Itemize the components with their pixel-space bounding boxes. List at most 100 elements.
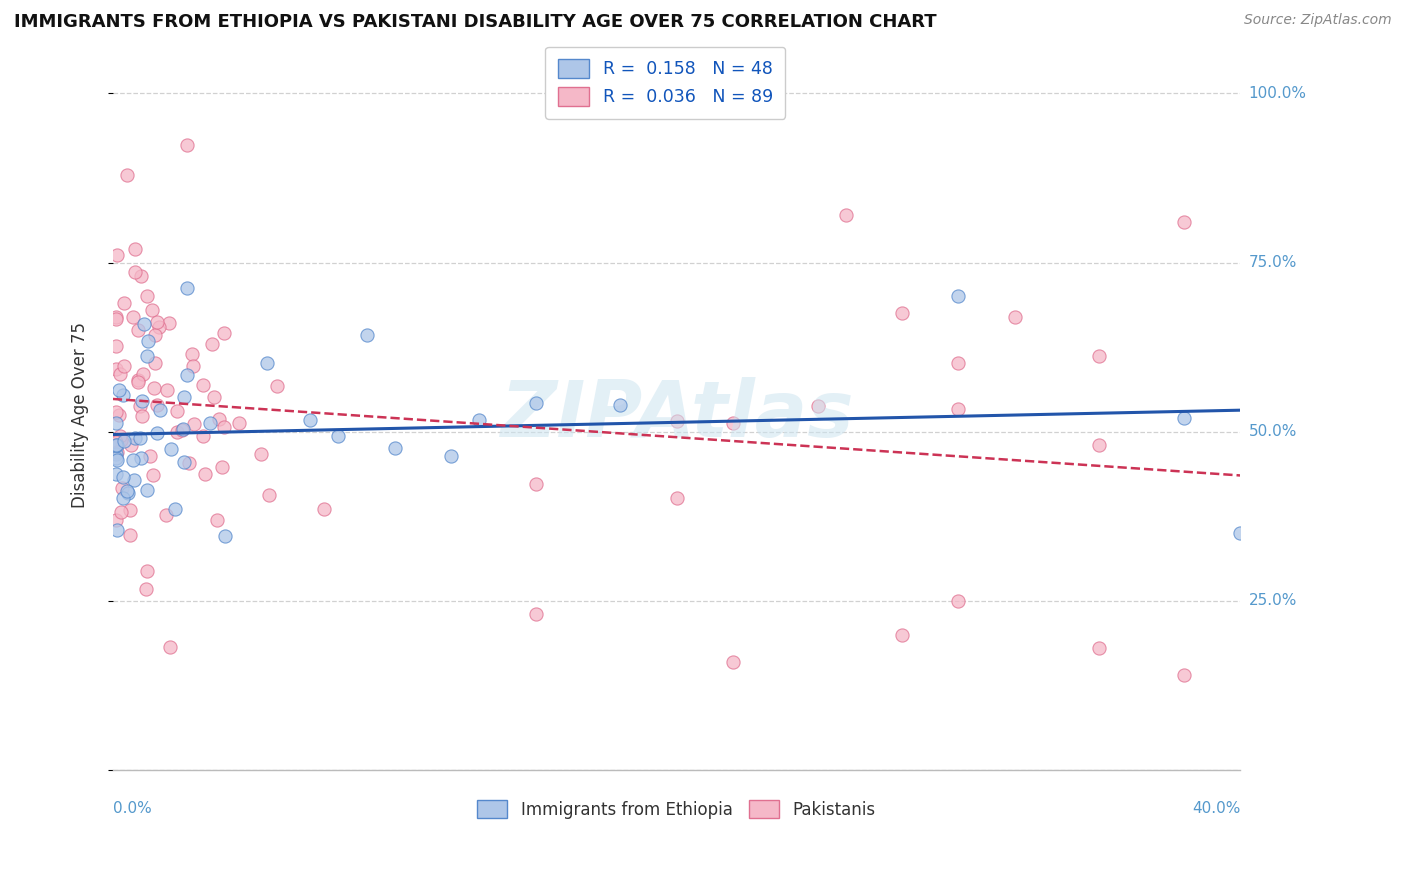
Point [194, 467, 217, 481]
Point [136, 564, 159, 578]
Point [136, 334, 159, 348]
Point [104, 362, 127, 376]
Point [129, 431, 152, 445]
Point [124, 242, 146, 256]
Text: 40.0%: 40.0% [1192, 800, 1240, 815]
Point [105, 524, 128, 538]
Point [142, 381, 165, 395]
Point [131, 393, 153, 408]
Point [111, 491, 134, 505]
Point [112, 434, 135, 449]
Point [124, 430, 146, 444]
Point [948, 594, 970, 608]
Point [1173, 668, 1195, 682]
Point [1004, 310, 1026, 324]
Point [212, 419, 235, 434]
Point [1173, 411, 1195, 425]
Point [163, 502, 186, 516]
Point [122, 452, 145, 467]
Point [104, 467, 127, 482]
Point [135, 349, 157, 363]
Point [176, 368, 198, 383]
Point [200, 336, 222, 351]
Point [104, 311, 127, 326]
Point [228, 416, 250, 430]
Point [146, 315, 169, 329]
Point [806, 399, 828, 413]
Point [105, 453, 128, 467]
Point [111, 469, 134, 483]
Point [127, 323, 149, 337]
Point [135, 289, 157, 303]
Point [609, 398, 631, 412]
Point [173, 455, 195, 469]
Point [127, 373, 149, 387]
Text: 100.0%: 100.0% [1249, 86, 1306, 101]
Text: 75.0%: 75.0% [1249, 255, 1296, 270]
Point [191, 378, 214, 392]
Point [134, 318, 156, 332]
Point [468, 413, 491, 427]
Point [384, 441, 406, 455]
Point [121, 310, 143, 324]
Point [105, 438, 128, 452]
Point [141, 302, 163, 317]
Point [440, 449, 463, 463]
Point [135, 582, 157, 596]
Point [117, 484, 139, 499]
Point [104, 451, 127, 466]
Point [142, 468, 165, 483]
Point [266, 379, 288, 393]
Point [834, 208, 856, 222]
Point [891, 628, 914, 642]
Point [249, 447, 271, 461]
Point [202, 390, 225, 404]
Text: ZIPAtlas: ZIPAtlas [499, 376, 853, 453]
Point [214, 529, 236, 543]
Point [166, 404, 188, 418]
Point [205, 513, 228, 527]
Point [104, 513, 127, 527]
Point [117, 486, 139, 500]
Text: 50.0%: 50.0% [1249, 425, 1296, 439]
Point [104, 416, 127, 430]
Y-axis label: Disability Age Over 75: Disability Age Over 75 [72, 322, 89, 508]
Point [198, 416, 221, 430]
Point [143, 328, 166, 343]
Point [129, 269, 152, 284]
Point [328, 429, 350, 443]
Point [1088, 350, 1111, 364]
Point [166, 425, 188, 440]
Point [259, 488, 281, 502]
Point [176, 138, 198, 153]
Point [948, 401, 970, 416]
Point [1088, 641, 1111, 656]
Point [136, 483, 159, 497]
Point [524, 395, 547, 409]
Point [131, 409, 153, 423]
Text: 0.0%: 0.0% [112, 800, 152, 815]
Point [191, 429, 214, 443]
Point [105, 444, 128, 458]
Point [105, 248, 128, 262]
Point [1088, 438, 1111, 452]
Point [665, 491, 688, 506]
Point [173, 390, 195, 404]
Point [112, 296, 135, 310]
Point [1229, 526, 1251, 541]
Point [212, 326, 235, 340]
Point [170, 423, 193, 437]
Point [891, 306, 914, 320]
Point [105, 435, 128, 450]
Point [721, 655, 744, 669]
Point [129, 399, 152, 413]
Point [665, 414, 688, 428]
Point [176, 281, 198, 295]
Point [721, 416, 744, 430]
Point [122, 474, 145, 488]
Point [159, 640, 181, 654]
Point [948, 289, 970, 303]
Point [118, 503, 141, 517]
Point [172, 422, 194, 436]
Point [148, 320, 170, 334]
